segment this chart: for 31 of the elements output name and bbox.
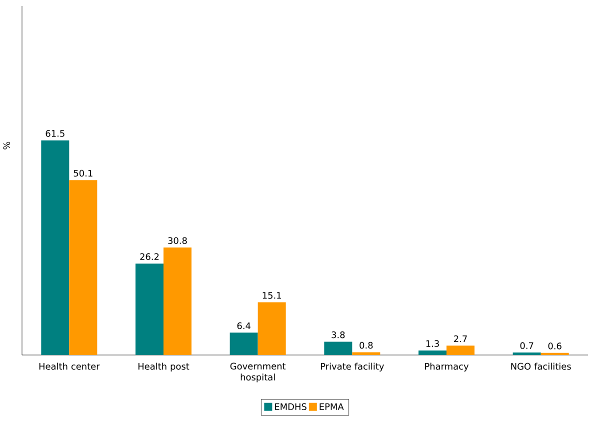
x-tick-label: Health center (39, 362, 100, 370)
data-label: 30.8 (168, 237, 187, 244)
bar (418, 350, 447, 355)
x-tick-label: Pharmacy (425, 362, 469, 372)
data-label: 15.1 (262, 292, 281, 299)
bar (41, 140, 70, 355)
x-tick-label: Private facility (320, 362, 384, 372)
bar (136, 264, 164, 355)
bar (164, 248, 192, 355)
data-label: 26.2 (140, 253, 159, 260)
legend-label: EMDHS (275, 403, 306, 410)
bar (69, 180, 98, 355)
x-tick-label: Health post (138, 362, 190, 372)
data-label: 50.1 (74, 170, 92, 177)
data-label: 6.4 (237, 322, 250, 330)
bar (324, 342, 352, 355)
data-label: 0.8 (360, 342, 373, 349)
x-tick-label: Government hospital (230, 362, 286, 382)
data-label: 0.6 (548, 342, 562, 350)
data-label: 0.7 (520, 342, 534, 350)
bar (230, 332, 258, 355)
data-label: 3.8 (332, 331, 345, 338)
x-tick-label: NGO facilities (511, 362, 571, 370)
data-label: 2.7 (454, 335, 467, 342)
bar (258, 302, 286, 355)
bar (352, 352, 380, 355)
bar (446, 346, 475, 355)
data-label: 61.5 (46, 130, 64, 137)
legend-label: EPMA (320, 403, 344, 410)
y-axis-title: % (3, 142, 10, 150)
data-label: 1.3 (426, 340, 439, 347)
